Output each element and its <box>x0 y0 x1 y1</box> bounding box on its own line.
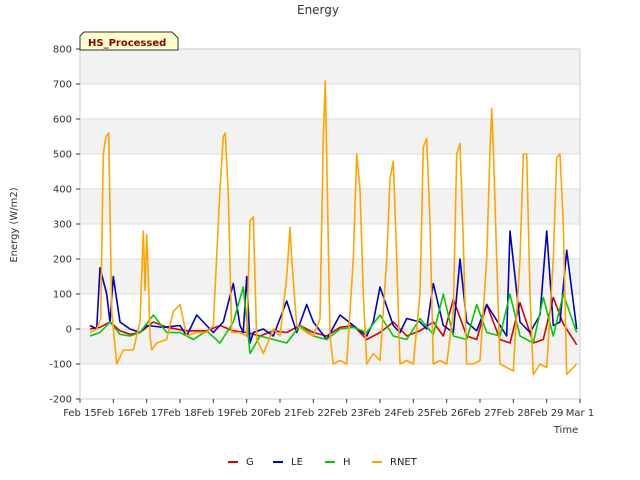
x-tick-label: Mar 1 <box>566 408 594 419</box>
x-tick-label: Feb 16 <box>97 408 131 419</box>
y-axis-ticks: -200 -100 0 100 200 300 400 500 600 700 800 <box>49 45 80 406</box>
x-tick-label: Feb 19 <box>197 408 231 419</box>
series-line-rnet <box>89 79 578 376</box>
x-tick-label: Feb 17 <box>130 408 164 419</box>
y-tick-label: 500 <box>53 150 72 161</box>
band <box>80 119 580 154</box>
x-tick-label: Feb 24 <box>363 408 397 419</box>
series-line-h <box>89 286 578 355</box>
x-tick-label: Feb 18 <box>163 408 197 419</box>
band <box>80 259 580 294</box>
legend: G LE H RNET <box>228 457 418 468</box>
x-tick-label: Feb 20 <box>230 408 264 419</box>
band <box>80 49 580 84</box>
y-axis-label: Energy (W/m2) <box>9 187 20 262</box>
y-tick-label: -200 <box>49 395 72 406</box>
x-tick-label: Feb 22 <box>297 408 331 419</box>
y-tick-label: 800 <box>53 45 72 56</box>
x-axis-label: Time <box>553 425 578 436</box>
legend-label-rnet: RNET <box>390 457 418 468</box>
y-tick-label: -100 <box>49 360 72 371</box>
band <box>80 189 580 224</box>
y-tick-label: 600 <box>53 115 72 126</box>
y-tick-label: 300 <box>53 220 72 231</box>
x-tick-label: Feb 23 <box>330 408 364 419</box>
x-tick-label: Feb 26 <box>430 408 464 419</box>
legend-label-le: LE <box>291 457 303 468</box>
x-axis-ticks: Feb 15 Feb 16 Feb 17 Feb 18 Feb 19 Feb 20 Feb … <box>63 399 594 419</box>
x-tick-label: Feb 29 <box>530 408 564 419</box>
y-tick-label: 400 <box>53 185 72 196</box>
legend-label-g: G <box>246 457 254 468</box>
x-tick-label: Feb 15 <box>63 408 97 419</box>
chart-title: Energy <box>297 3 339 17</box>
hs-processed-badge: HS_Processed <box>79 31 179 51</box>
y-tick-label: 700 <box>53 80 72 91</box>
x-tick-label: Feb 27 <box>463 408 497 419</box>
legend-label-h: H <box>343 457 351 468</box>
x-tick-label: Feb 25 <box>397 408 431 419</box>
y-tick-label: 0 <box>66 325 72 336</box>
y-tick-label: 200 <box>53 255 72 266</box>
series-layer <box>89 79 578 376</box>
badge-label: HS_Processed <box>88 38 166 49</box>
y-tick-label: 100 <box>53 290 72 301</box>
x-tick-label: Feb 21 <box>263 408 297 419</box>
x-tick-label: Feb 28 <box>497 408 531 419</box>
